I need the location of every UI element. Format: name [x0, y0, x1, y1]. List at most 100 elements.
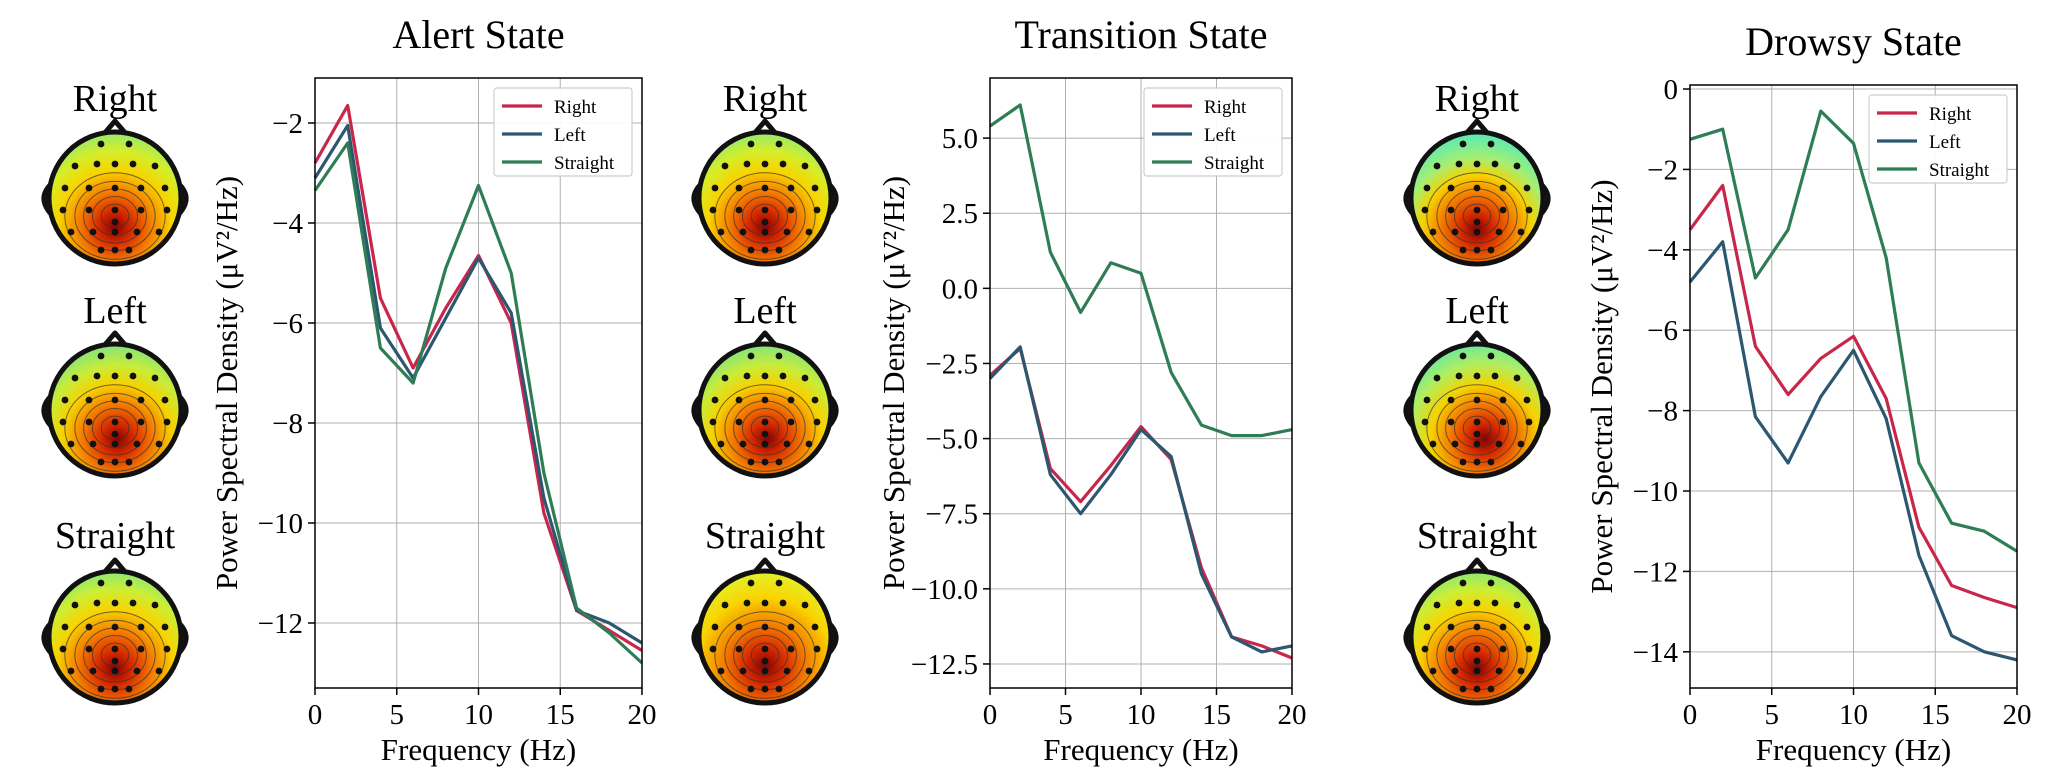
- electrode-dot: [1513, 162, 1521, 170]
- electrode-dot: [761, 396, 769, 404]
- electrode-dot: [811, 396, 819, 404]
- electrode-dot: [93, 160, 101, 168]
- electrode-dot: [125, 352, 133, 360]
- electrode-dot: [111, 184, 119, 192]
- electrode-dot: [111, 218, 119, 226]
- psd-chart: Alert State 0 5 10 15 20 −2 −4 −6 −8 −10 −12 Frequen…: [209, 12, 657, 767]
- x-tick-label: 20: [2003, 699, 2032, 731]
- x-axis-label: Frequency (Hz): [1043, 732, 1238, 767]
- y-tick-label: −4: [272, 208, 303, 240]
- electrode-dot: [129, 599, 137, 607]
- topomap-label: Straight: [705, 515, 826, 557]
- electrode-dot: [787, 418, 795, 426]
- electrode-dot: [129, 160, 137, 168]
- electrode-dot: [739, 228, 747, 236]
- electrode-dot: [761, 667, 769, 675]
- electrode-dot: [1499, 645, 1507, 653]
- electrode-dot: [97, 352, 105, 360]
- electrode-dot: [137, 206, 145, 214]
- scalp-map: [46, 341, 184, 479]
- electrode-dot: [717, 228, 725, 236]
- electrode-dot: [137, 184, 145, 192]
- electrode-dot: [761, 458, 769, 466]
- electrode-dot: [111, 396, 119, 404]
- electrode-dot: [1491, 160, 1499, 168]
- electrode-dot: [111, 246, 119, 254]
- electrode-dot: [801, 162, 809, 170]
- electrode-dot: [89, 667, 97, 675]
- electrode-dot: [747, 579, 755, 587]
- scalp-map: [1408, 568, 1546, 706]
- electrode-dot: [783, 440, 791, 448]
- contour-line: [1453, 635, 1501, 675]
- y-tick-label: −8: [1647, 396, 1678, 428]
- electrode-dot: [1459, 685, 1467, 693]
- electrode-dot: [1459, 140, 1467, 148]
- y-axis-label: Power Spectral Density (μV²/Hz): [209, 176, 244, 590]
- electrode-dot: [711, 184, 719, 192]
- y-tick-label: −12.5: [911, 649, 978, 681]
- electrode-dot: [1517, 440, 1525, 448]
- electrode-dot: [775, 685, 783, 693]
- x-tick-label: 0: [308, 699, 323, 731]
- electrode-dot: [739, 440, 747, 448]
- series-line-left: [1688, 240, 2018, 662]
- scalp-topomap: [1403, 557, 1551, 706]
- y-tick-label: −7.5: [925, 499, 978, 531]
- legend-label: Straight: [554, 153, 615, 174]
- scalp-map: [696, 341, 834, 479]
- electrode-dot: [1473, 160, 1481, 168]
- electrode-dot: [709, 645, 717, 653]
- topomap-column: Right Left Straight: [41, 78, 189, 706]
- electrode-dot: [811, 623, 819, 631]
- electrode-dot: [133, 228, 141, 236]
- scalp-topomap: [41, 557, 189, 706]
- electrode-dot: [1473, 372, 1481, 380]
- contour-line: [1426, 384, 1528, 472]
- electrode-dot: [71, 601, 79, 609]
- contour-line: [714, 384, 816, 472]
- electrode-dot: [1487, 246, 1495, 254]
- electrode-dot: [161, 184, 169, 192]
- scalp-map: [1408, 129, 1546, 267]
- contour-line: [91, 196, 139, 236]
- contour-line: [1462, 642, 1492, 668]
- electrode-dot: [1473, 657, 1481, 665]
- electrode-dot: [1447, 623, 1455, 631]
- y-tick-label: −14: [1633, 637, 1679, 669]
- electrode-dot: [161, 623, 169, 631]
- electrode-dot: [125, 246, 133, 254]
- x-tick-label: 10: [1127, 699, 1156, 731]
- contour-line: [64, 611, 166, 699]
- electrode-dot: [805, 440, 813, 448]
- electrode-dot: [129, 372, 137, 380]
- legend: Right Left Straight: [1868, 94, 2008, 184]
- electrode-dot: [721, 162, 729, 170]
- electrode-dot: [89, 228, 97, 236]
- electrode-dot: [1487, 140, 1495, 148]
- electrode-dot: [163, 418, 171, 426]
- electrode-dot: [1421, 206, 1429, 214]
- electrode-dot: [1517, 667, 1525, 675]
- contour-line: [741, 635, 789, 675]
- legend-box: [493, 87, 633, 177]
- electrode-dot: [747, 458, 755, 466]
- electrode-dot: [735, 396, 743, 404]
- electrode-dot: [1487, 685, 1495, 693]
- electrode-dot: [111, 372, 119, 380]
- scalp-map: [46, 129, 184, 267]
- electrode-dot: [1523, 396, 1531, 404]
- x-tick-label: 15: [546, 699, 575, 731]
- electrode-dot: [85, 418, 93, 426]
- electrode-dot: [761, 218, 769, 226]
- contour-line: [714, 172, 816, 260]
- psd-chart: Drowsy State 0 5 10 15 20 0 −2 −4 −6 −8 −10 −12 −14 Fr…: [1584, 19, 2032, 767]
- electrode-dot: [735, 184, 743, 192]
- series-line-left: [988, 345, 1293, 654]
- topomap-label: Left: [1445, 290, 1509, 332]
- electrode-dot: [85, 396, 93, 404]
- x-axis-label: Frequency (Hz): [1756, 732, 1951, 767]
- series-line-straight: [1689, 109, 2018, 553]
- contour-line: [741, 196, 789, 236]
- electrode-dot: [111, 430, 119, 438]
